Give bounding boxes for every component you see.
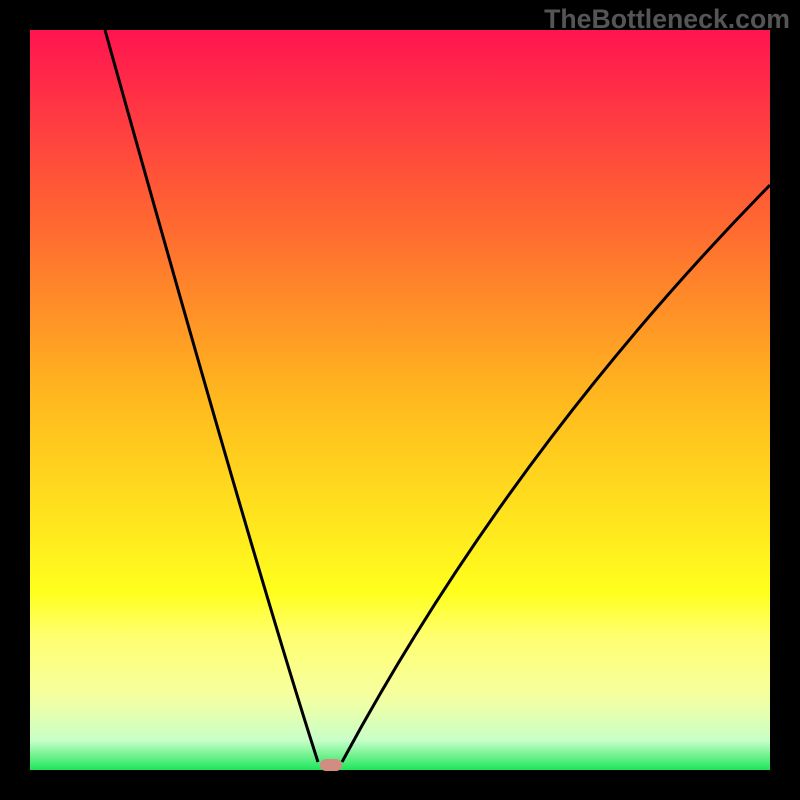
v-curve — [30, 30, 770, 770]
minimum-marker — [320, 759, 342, 771]
watermark-text: TheBottleneck.com — [544, 4, 790, 35]
curve-left-branch — [105, 30, 318, 762]
curve-right-branch — [342, 185, 770, 762]
plot-gradient-area — [30, 30, 770, 770]
chart-container: TheBottleneck.com — [0, 0, 800, 800]
